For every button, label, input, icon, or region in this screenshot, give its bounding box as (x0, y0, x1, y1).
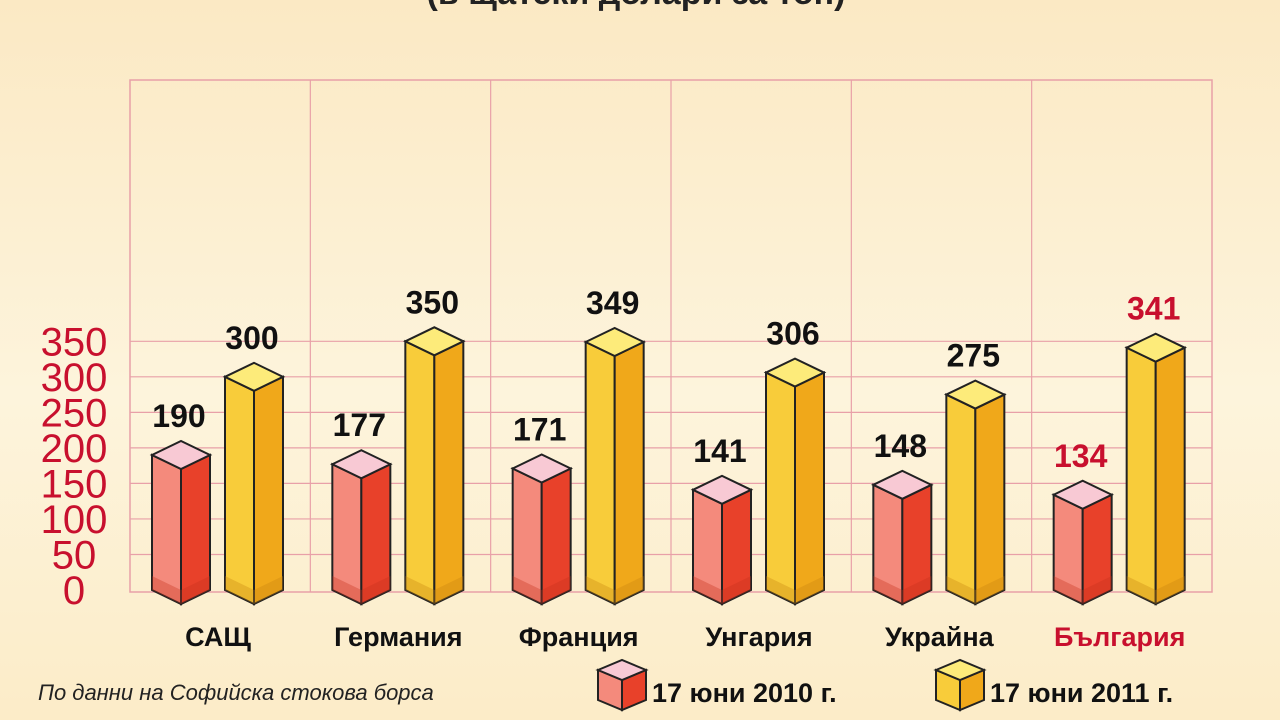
bar (871, 469, 934, 606)
y-tick-label: 350 (41, 320, 108, 364)
bars: 190 300 177 350 171 349 141 306 148 275 134 341 (149, 284, 1187, 606)
legend-swatch (595, 658, 649, 712)
source-note: По данни на Софийска стокова борса (38, 680, 434, 705)
bar (149, 439, 213, 606)
y-tick-label: 250 (41, 391, 108, 435)
y-tick-label: 50 (52, 533, 97, 577)
bar (583, 326, 646, 606)
bar (510, 453, 573, 606)
chart-subtitle: (в щатски долари за тон) (427, 0, 846, 12)
value-label: 134 (1054, 438, 1108, 474)
value-label: 171 (513, 411, 566, 447)
bar (763, 357, 827, 606)
bar (330, 449, 393, 606)
value-label: 275 (947, 338, 1000, 374)
value-label: 341 (1127, 291, 1180, 327)
grid (129, 79, 1213, 593)
bar (1051, 479, 1114, 606)
category-label: Унгария (705, 622, 812, 652)
value-label: 300 (225, 320, 278, 356)
category-label: Украйна (885, 622, 995, 652)
category-label: САЩ (185, 622, 251, 652)
category-label: Германия (334, 622, 462, 652)
value-label: 350 (406, 284, 459, 320)
value-label: 148 (874, 428, 927, 464)
value-label: 349 (586, 285, 639, 321)
y-tick-label: 0 (63, 569, 85, 613)
value-label: 190 (152, 398, 205, 434)
legend: 17 юни 2010 г. 17 юни 2011 г. (595, 658, 1173, 712)
bar (690, 474, 754, 606)
bar (403, 326, 466, 606)
legend-label: 17 юни 2011 г. (990, 678, 1173, 708)
value-label: 177 (333, 407, 386, 443)
x-axis: САЩ Германия Франция Унгария Украйна България (185, 622, 1185, 652)
legend-swatch (933, 658, 987, 712)
value-label: 306 (766, 316, 819, 352)
y-tick-label: 200 (41, 427, 108, 471)
legend-label: 17 юни 2010 г. (652, 678, 837, 708)
category-label: България (1054, 622, 1185, 652)
y-tick-label: 300 (41, 356, 108, 400)
bar (944, 379, 1007, 606)
y-tick-label: 100 (41, 498, 108, 542)
bar (1124, 332, 1187, 606)
y-tick-label: 150 (41, 462, 108, 506)
value-label: 141 (693, 433, 746, 469)
category-label: Франция (519, 622, 639, 652)
bar (222, 361, 286, 606)
